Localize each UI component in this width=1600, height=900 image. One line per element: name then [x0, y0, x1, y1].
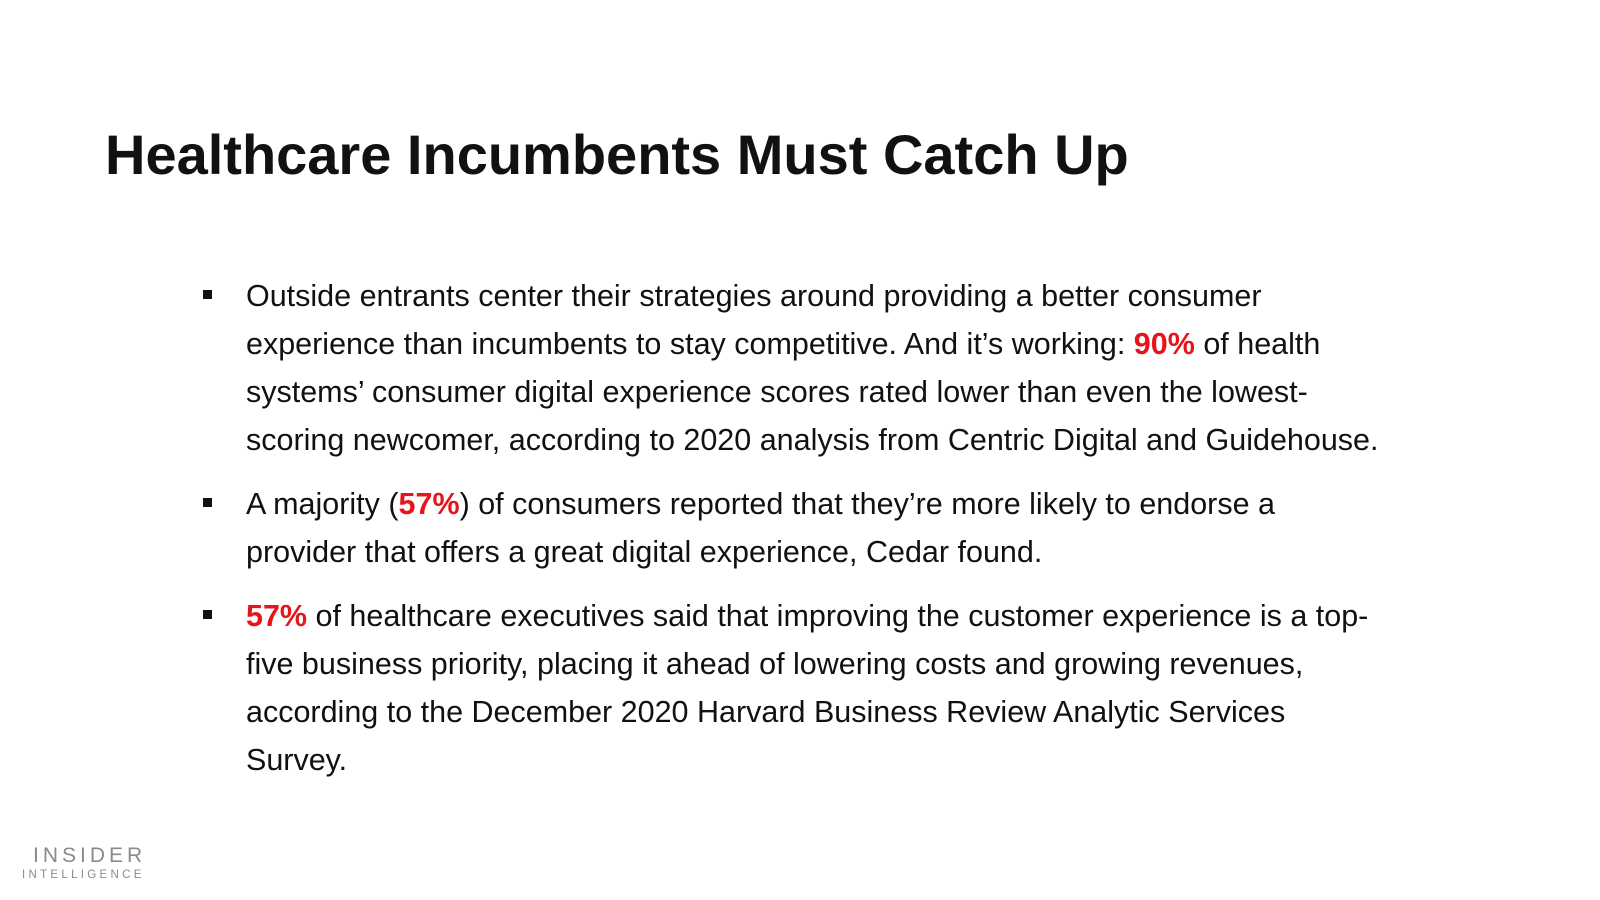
highlight-stat: 90%: [1133, 327, 1195, 361]
bullet-item-consumers: A majority (57%) of consumers reported t…: [203, 480, 1383, 576]
bullet-text-after: of healthcare executives said that impro…: [246, 599, 1369, 777]
bullet-text-after: of health systems’ consumer digital expe…: [246, 327, 1379, 457]
square-bullet-icon: [203, 290, 212, 299]
highlight-stat: 57%: [398, 487, 460, 521]
logo-line-insider: INSIDER: [33, 844, 147, 867]
highlight-stat: 57%: [246, 599, 308, 633]
bullet-text-before: A majority (: [246, 487, 399, 521]
bullet-item-executives: 57% of healthcare executives said that i…: [203, 592, 1383, 784]
logo-line-intelligence: INTELLIGENCE: [22, 869, 145, 881]
square-bullet-icon: [203, 610, 212, 619]
square-bullet-icon: [203, 498, 212, 507]
bullet-list: Outside entrants center their strategies…: [203, 272, 1383, 784]
bullet-text-before: Outside entrants center their strategies…: [246, 279, 1262, 361]
slide-title: Healthcare Incumbents Must Catch Up: [105, 123, 1129, 186]
bullet-text-after: ) of consumers reported that they’re mor…: [246, 487, 1275, 569]
bullet-item-entrants: Outside entrants center their strategies…: [203, 272, 1383, 464]
insider-intelligence-logo: INSIDER INTELLIGENCE: [22, 845, 146, 882]
